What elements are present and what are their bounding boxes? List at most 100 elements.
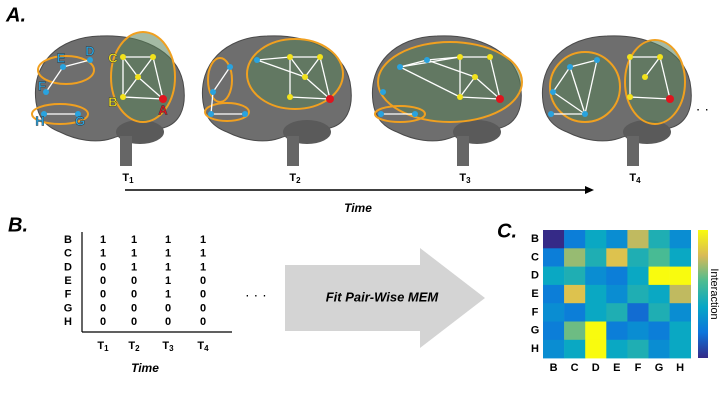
node [487, 54, 493, 60]
time-sub: 4 [636, 176, 641, 185]
brain-panel [32, 32, 691, 166]
heatmap-cell [670, 285, 691, 304]
col-label: H [676, 362, 684, 374]
time-sub: 4 [204, 344, 209, 353]
node [210, 89, 216, 95]
col-label: G [655, 362, 664, 374]
panel-label: A. [5, 4, 26, 26]
cell-value: 0 [165, 302, 171, 314]
cell-value: 1 [165, 234, 171, 246]
heatmap-cell [543, 322, 564, 341]
cell-value: 0 [100, 275, 106, 287]
node [120, 54, 126, 60]
node [666, 95, 674, 103]
node [397, 64, 403, 70]
axis-label: Time [344, 201, 372, 215]
ellipsis: · · [696, 101, 709, 117]
heatmap-cell [670, 230, 691, 249]
heatmap-cell [627, 248, 648, 267]
row-label: B [531, 233, 539, 245]
heatmap-cell [670, 322, 691, 341]
heatmap-cell [670, 340, 691, 359]
node [326, 95, 334, 103]
region [378, 42, 522, 122]
cell-value: 0 [200, 275, 206, 287]
heatmap-cell [649, 322, 670, 341]
figure: A. Time · · B. · · · Time Fit Pair-Wise … [0, 0, 720, 410]
arrow-head [585, 186, 594, 194]
heatmap-cell [585, 248, 606, 267]
cell-value: 1 [100, 234, 106, 246]
row-label: G [531, 325, 540, 337]
heatmap-cell [649, 285, 670, 304]
node-label: H [35, 113, 44, 128]
node-label: C [108, 50, 118, 65]
node [496, 95, 504, 103]
time-label: T3 [459, 172, 471, 185]
cell-value: 0 [200, 316, 206, 328]
node [627, 54, 633, 60]
node [548, 111, 554, 117]
node [550, 89, 556, 95]
node [594, 57, 600, 63]
time-sub: 3 [169, 344, 174, 353]
heatmap-cell [585, 267, 606, 286]
row-label: E [531, 288, 538, 300]
colorbar [698, 230, 708, 358]
heatmap-cell [564, 322, 585, 341]
time-label: T2 [289, 172, 301, 185]
node [302, 74, 308, 80]
node [227, 64, 233, 70]
heatmap-cell [649, 230, 670, 249]
time-label: T4 [197, 340, 209, 353]
heatmap-cell [606, 322, 627, 341]
heatmap-cell [606, 303, 627, 322]
node [120, 94, 126, 100]
time-label: T3 [162, 340, 174, 353]
region [625, 40, 685, 124]
node [287, 54, 293, 60]
heatmap-cell [627, 230, 648, 249]
cell-value: 0 [200, 289, 206, 301]
cell-value: 1 [200, 234, 206, 246]
heatmap-cell [543, 248, 564, 267]
heatmap-cell [564, 303, 585, 322]
heatmap-cell [543, 340, 564, 359]
brainstem [287, 136, 299, 166]
time-label: T2 [128, 340, 140, 353]
cell-value: 1 [165, 275, 171, 287]
node [457, 94, 463, 100]
node-label: B [108, 94, 117, 109]
panel-label: C. [497, 220, 517, 242]
heatmap-cell [585, 322, 606, 341]
time-sub: 2 [135, 344, 140, 353]
heatmap-cell [670, 303, 691, 322]
cell-value: 1 [131, 261, 137, 273]
heatmap-cell [627, 267, 648, 286]
col-label: E [613, 362, 620, 374]
node-label: E [57, 50, 66, 65]
heatmap-cell [543, 303, 564, 322]
cell-value: 1 [100, 248, 106, 260]
time-sub: 3 [466, 176, 471, 185]
row-label: F [65, 289, 72, 301]
cell-value: 1 [200, 248, 206, 260]
time-sub: 1 [104, 344, 109, 353]
cell-value: 0 [165, 316, 171, 328]
cell-value: 0 [131, 289, 137, 301]
row-label: H [64, 316, 72, 328]
brainstem [627, 136, 639, 166]
node-label: G [75, 113, 85, 128]
node [657, 54, 663, 60]
heatmap-cell [606, 285, 627, 304]
row-label: D [531, 270, 539, 282]
cell-value: 0 [131, 275, 137, 287]
cell-value: 0 [131, 302, 137, 314]
node [642, 74, 648, 80]
heatmap-cell [649, 267, 670, 286]
heatmap-cell [627, 285, 648, 304]
node [627, 94, 633, 100]
cell-value: 1 [165, 248, 171, 260]
heatmap-cell [606, 248, 627, 267]
node-label: A [158, 102, 168, 117]
